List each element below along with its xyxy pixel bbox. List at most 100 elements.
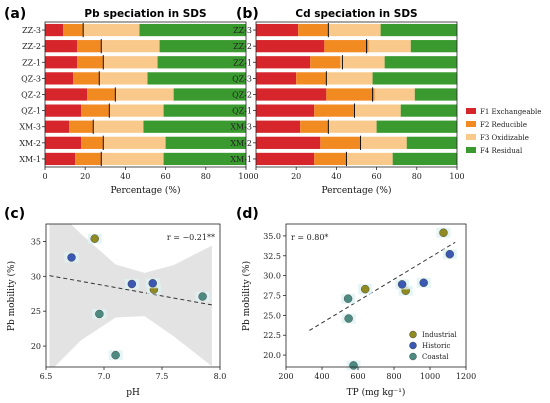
data-point bbox=[439, 228, 448, 237]
x-tick-label: 6.5 bbox=[40, 372, 53, 381]
bar-segment bbox=[328, 120, 377, 133]
data-point bbox=[127, 279, 137, 289]
bar-segment bbox=[256, 120, 301, 133]
category-tick-label: ZZ-3 bbox=[233, 26, 252, 35]
legend-swatch bbox=[466, 121, 476, 127]
chart-title: Pb speciation in SDS bbox=[84, 8, 206, 20]
bar-segment bbox=[310, 56, 341, 69]
y-tick-label: 20.0 bbox=[263, 351, 281, 360]
category-tick-label: XM-1 bbox=[19, 155, 41, 164]
bar-segment bbox=[45, 88, 88, 101]
data-point bbox=[445, 249, 454, 259]
bar-segment bbox=[45, 40, 78, 53]
chart-cd-speciation: Cd speciation in SDS ZZ-3 ZZ-2 ZZ-1 QZ-3 QZ-… bbox=[230, 8, 464, 196]
x-tick-label: 200 bbox=[278, 372, 293, 381]
legend-label: F3 Oxidizable bbox=[480, 134, 529, 142]
speciation-legend: F1 Exchangeable F2 Reducible F3 Oxidizable… bbox=[466, 108, 541, 155]
category-tick-label: XM-3 bbox=[230, 123, 252, 132]
fit-line bbox=[309, 241, 456, 331]
category-tick-label: XM-2 bbox=[19, 139, 41, 148]
category-tick-label: XM-3 bbox=[19, 123, 41, 132]
bar-segment bbox=[93, 120, 144, 133]
bar-segment bbox=[63, 23, 84, 37]
bar-segment bbox=[256, 40, 325, 53]
x-tick-label: 80 bbox=[201, 172, 211, 181]
category-tick-label: ZZ-2 bbox=[22, 42, 41, 51]
chart-pb-speciation: Pb speciation in SDS ZZ-3 ZZ-2 ZZ-1 QZ-3 QZ-… bbox=[19, 8, 253, 196]
data-point bbox=[198, 292, 207, 301]
bar-segment bbox=[372, 72, 457, 85]
bar-segment bbox=[173, 88, 246, 101]
bar-segment bbox=[147, 72, 246, 85]
panel-label-b: (b) bbox=[236, 6, 259, 22]
category-tick-label: QZ-3 bbox=[21, 74, 41, 83]
y-tick-label: 22.5 bbox=[263, 331, 281, 340]
x-tick-label: 100 bbox=[449, 172, 464, 181]
bar-segment bbox=[414, 88, 457, 101]
panel-label-c: (c) bbox=[4, 206, 25, 222]
bar-segment bbox=[368, 40, 411, 53]
bar-segment bbox=[75, 152, 102, 166]
x-axis-label: Percentage (%) bbox=[322, 185, 392, 196]
x-tick-label: 80 bbox=[412, 172, 422, 181]
bar-segment bbox=[103, 56, 158, 69]
data-point bbox=[419, 278, 428, 287]
bar-segment bbox=[115, 88, 174, 101]
bar-segment bbox=[45, 23, 64, 37]
x-axis-label: Percentage (%) bbox=[111, 185, 181, 196]
x-tick-label: 100 bbox=[238, 172, 253, 181]
group-legend: Industrial Historic Coastal bbox=[409, 330, 457, 361]
category-tick-label: QZ-2 bbox=[21, 91, 41, 100]
y-tick-label: 20 bbox=[31, 342, 41, 351]
legend-marker bbox=[409, 341, 417, 350]
plot-frame bbox=[45, 223, 221, 368]
category-tick-label: ZZ-2 bbox=[233, 42, 252, 51]
legend-marker bbox=[409, 352, 417, 361]
bar-segment bbox=[101, 40, 160, 53]
bar-segment bbox=[326, 88, 375, 101]
legend-label: Historic bbox=[422, 342, 451, 350]
category-tick-label: ZZ-1 bbox=[233, 58, 252, 67]
y-tick-label: 25.0 bbox=[263, 311, 281, 320]
bar-segment bbox=[143, 120, 246, 133]
chart-pb-mobility-vs-ph: 6.5 7.0 7.5 8.0 20 25 30 35 r = −0.21** pH Pb m… bbox=[6, 223, 227, 398]
category-tick-label: XM-2 bbox=[230, 139, 252, 148]
confidence-band bbox=[49, 224, 212, 367]
data-point bbox=[111, 350, 120, 360]
bar-segment bbox=[400, 104, 457, 117]
legend-swatch bbox=[466, 108, 476, 114]
x-tick-label: 40 bbox=[120, 172, 130, 181]
bar-segment bbox=[83, 23, 140, 37]
panel-label-a: (a) bbox=[4, 6, 26, 22]
bar-segment bbox=[157, 56, 246, 69]
correlation-annotation: r = 0.80* bbox=[291, 233, 328, 242]
x-tick-label: 800 bbox=[386, 372, 401, 381]
y-tick-label: 35.0 bbox=[263, 232, 281, 241]
x-tick-label: 60 bbox=[372, 172, 382, 181]
bar-segment bbox=[374, 88, 415, 101]
y-axis-label: Pb mobility (%) bbox=[6, 261, 17, 331]
correlation-annotation: r = −0.21** bbox=[167, 233, 215, 242]
bar-segment bbox=[163, 152, 246, 166]
bar-segment bbox=[77, 40, 102, 53]
category-tick-label: ZZ-1 bbox=[22, 58, 41, 67]
y-tick-label: 32.5 bbox=[263, 252, 281, 261]
category-tick-label: ZZ-3 bbox=[22, 26, 41, 35]
bar-segment bbox=[256, 23, 299, 37]
legend-marker bbox=[409, 330, 417, 339]
y-tick-label: 25 bbox=[31, 307, 41, 316]
legend-label: Industrial bbox=[422, 331, 457, 339]
bar-segment bbox=[300, 120, 329, 133]
panel-label-d: (d) bbox=[236, 206, 259, 222]
bar-segment bbox=[109, 104, 164, 117]
bar-segment bbox=[101, 152, 164, 166]
x-tick-label: 400 bbox=[314, 372, 329, 381]
x-tick-label: 1000 bbox=[420, 372, 440, 381]
category-tick-label: QZ-1 bbox=[21, 107, 41, 116]
bar-segment bbox=[45, 152, 76, 166]
data-point bbox=[90, 234, 99, 243]
bar-segment bbox=[326, 72, 373, 85]
bar-segment bbox=[139, 23, 246, 37]
bar-segment bbox=[314, 152, 347, 166]
x-tick-label: 8.0 bbox=[214, 372, 227, 381]
